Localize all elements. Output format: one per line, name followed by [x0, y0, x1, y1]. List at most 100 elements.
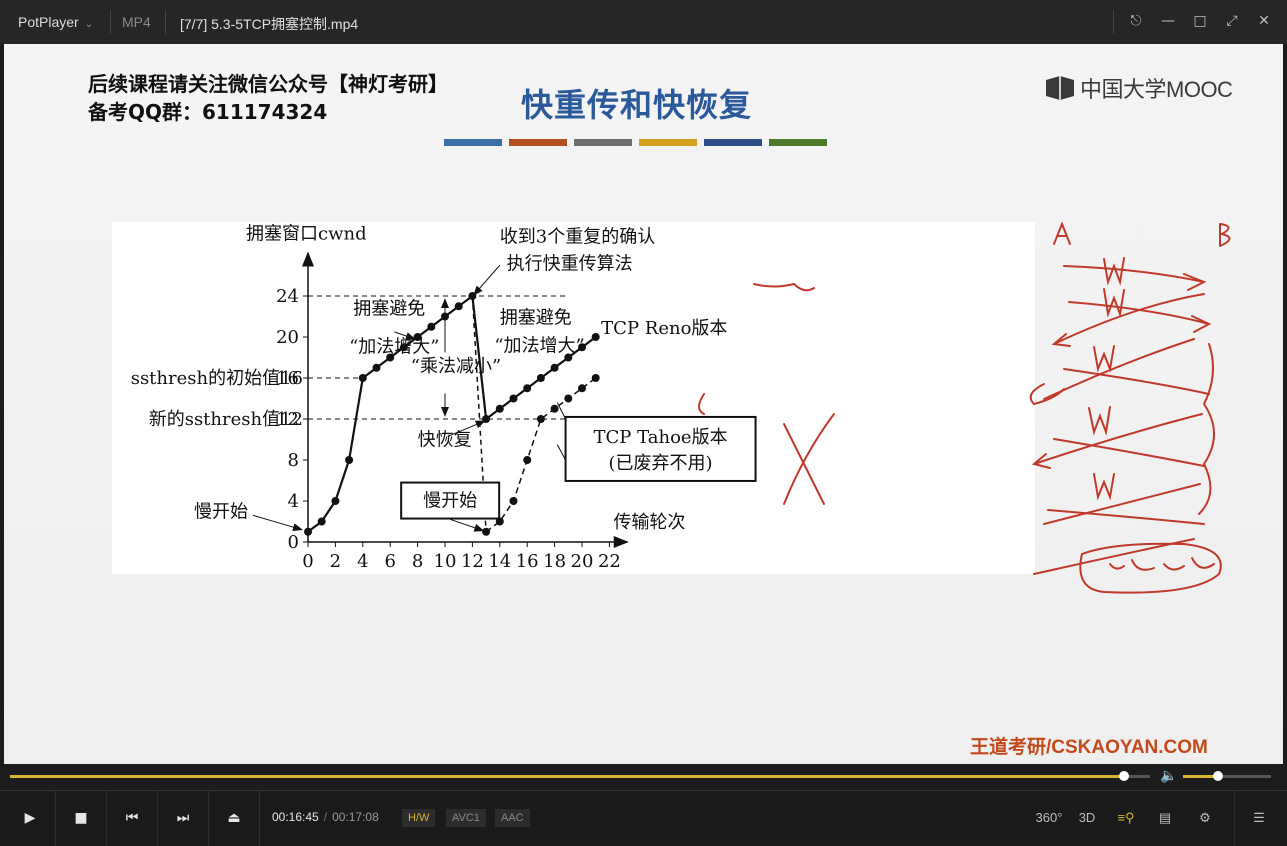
- color-bar-3: [639, 139, 697, 146]
- tahoe-line: [485, 377, 597, 533]
- tahoe-point: [550, 404, 559, 413]
- y-tick-label: 12: [276, 409, 299, 430]
- reno-point: [578, 343, 586, 352]
- gear-icon[interactable]: ⚙: [1199, 810, 1211, 825]
- tahoe-connector-2: [556, 444, 567, 461]
- next-button[interactable]: ⏭: [158, 791, 209, 846]
- play-icon: ▶: [24, 810, 36, 826]
- reno-point: [372, 363, 381, 372]
- playlist-search-icon[interactable]: ≡⚲: [1117, 810, 1135, 825]
- chart-panel: 拥塞窗口cwnd 传输轮次 0 2 4 6 8 10 12 14 16 18 20 22 0 4 8 12 16 20…: [112, 222, 1035, 574]
- tahoe-point: [509, 497, 518, 505]
- ssthresh-new-label: 新的ssthresh值12: [149, 409, 303, 430]
- control-bar: ▶ ■ ⏮ ⏭ ⏏ 00:16:45/00:17:08 H/W AVC1 AAC…: [0, 790, 1287, 846]
- color-bar-2: [574, 139, 632, 146]
- slow-start-box: [400, 481, 501, 520]
- audio-codec-tag[interactable]: AAC: [495, 809, 530, 827]
- stop-icon: ■: [74, 810, 88, 826]
- video-codec-tag[interactable]: AVC1: [446, 809, 486, 827]
- ca-left-label-1: 拥塞避免: [353, 298, 425, 319]
- 3d-button[interactable]: 3D: [1078, 810, 1096, 825]
- reno-point: [523, 384, 532, 393]
- x-tick-label: 16: [516, 551, 539, 572]
- x-tick-label: 8: [412, 551, 423, 572]
- reno-point: [536, 374, 545, 382]
- app-menu-button[interactable]: PotPlayer ⌄: [8, 8, 103, 36]
- reno-line: [307, 293, 597, 533]
- tahoe-drop-line: [471, 295, 487, 532]
- x-tick-label: 22: [598, 551, 621, 572]
- eject-button[interactable]: ⏏: [209, 791, 260, 846]
- promo-line-1: 后续课程请关注微信公众号【神灯考研】: [88, 72, 448, 96]
- x-tick-label: 12: [461, 551, 484, 572]
- x-tick-label: 6: [384, 551, 395, 572]
- seek-bar-handle[interactable]: [1118, 771, 1129, 781]
- current-time: 00:16:45: [272, 810, 319, 824]
- y-tick-label: 20: [276, 327, 299, 348]
- slow-start-label: 慢开始: [194, 501, 248, 522]
- color-bar-1: [509, 139, 567, 146]
- volume-slider-fill: [1183, 775, 1219, 778]
- hw-decoder-tag[interactable]: H/W: [402, 809, 436, 827]
- play-button[interactable]: ▶: [5, 791, 56, 846]
- three-dup-label-2: 执行快重传算法: [507, 253, 633, 274]
- tahoe-point: [482, 527, 491, 536]
- close-icon[interactable]: ✕: [1258, 13, 1270, 29]
- three-dup-label-1: 收到3个重复的确认: [500, 227, 655, 248]
- reno-point: [399, 343, 408, 352]
- vr-360-button[interactable]: 360°: [1035, 810, 1063, 825]
- seek-area: 🔈: [0, 764, 1287, 790]
- x-tick-label: 10: [434, 551, 457, 572]
- color-bars: [444, 139, 827, 146]
- promo-line-2: 备考QQ群：611174324: [88, 100, 328, 124]
- tahoe-label-1: TCP Tahoe版本: [594, 427, 728, 448]
- x-tick-label: 14: [488, 551, 511, 572]
- volume-slider-handle[interactable]: [1213, 771, 1224, 781]
- reno-point: [591, 333, 600, 341]
- menu-icon[interactable]: ☰: [1253, 810, 1265, 825]
- chapter-list-icon[interactable]: ▤: [1158, 810, 1172, 825]
- minimize-icon[interactable]: —: [1161, 13, 1175, 29]
- reno-point: [427, 322, 436, 331]
- tahoe-point: [591, 374, 600, 382]
- x-tick-label: 20: [571, 551, 594, 572]
- total-time: 00:17:08: [332, 810, 379, 824]
- fullscreen-icon[interactable]: ⤢: [1226, 13, 1238, 29]
- reno-point: [345, 456, 354, 464]
- fast-recovery-label: 快恢复: [418, 430, 472, 451]
- fast-recovery-arrow: [447, 420, 486, 437]
- tahoe-point: [564, 394, 573, 403]
- reno-point: [317, 517, 326, 526]
- pin-icon[interactable]: ⎋: [1130, 13, 1142, 29]
- time-display: 00:16:45/00:17:08: [272, 810, 379, 824]
- previous-button[interactable]: ⏮: [107, 791, 158, 846]
- volume-slider[interactable]: [1183, 771, 1271, 781]
- tahoe-connector-1: [556, 402, 567, 420]
- skip-next-icon: ⏭: [176, 810, 190, 826]
- stop-button[interactable]: ■: [56, 791, 107, 846]
- reno-point: [550, 363, 559, 372]
- ca-left-label-2: “加法增大”: [349, 336, 439, 357]
- y-tick-label: 4: [288, 491, 299, 512]
- eject-icon: ⏏: [227, 810, 241, 826]
- seek-bar[interactable]: [10, 771, 1150, 781]
- app-name: PotPlayer: [18, 14, 79, 30]
- reno-label: TCP Reno版本: [601, 318, 727, 339]
- mooc-logo-icon: [1046, 76, 1074, 100]
- title-bar: PotPlayer ⌄ MP4 [7/7] 5.3-5TCP拥塞控制.mp4 ⎋ …: [0, 0, 1287, 44]
- video-area[interactable]: 后续课程请关注微信公众号【神灯考研】 备考QQ群：611174324 快重传和快…: [4, 44, 1283, 764]
- reno-point: [304, 527, 312, 536]
- reno-point: [495, 404, 504, 413]
- reno-point: [454, 302, 463, 311]
- y-tick-label: 0: [288, 532, 299, 553]
- seek-bar-fill: [10, 775, 1124, 778]
- slow-start-box-label: 慢开始: [423, 491, 477, 512]
- y-tick-label: 8: [288, 450, 299, 471]
- x-tick-label: 2: [330, 551, 341, 572]
- slow-start-box-arrow: [450, 518, 485, 532]
- reno-point: [509, 394, 518, 403]
- y-tick-label: 24: [276, 286, 299, 307]
- maximize-icon[interactable]: □: [1193, 13, 1207, 29]
- volume-icon[interactable]: 🔈: [1160, 768, 1178, 784]
